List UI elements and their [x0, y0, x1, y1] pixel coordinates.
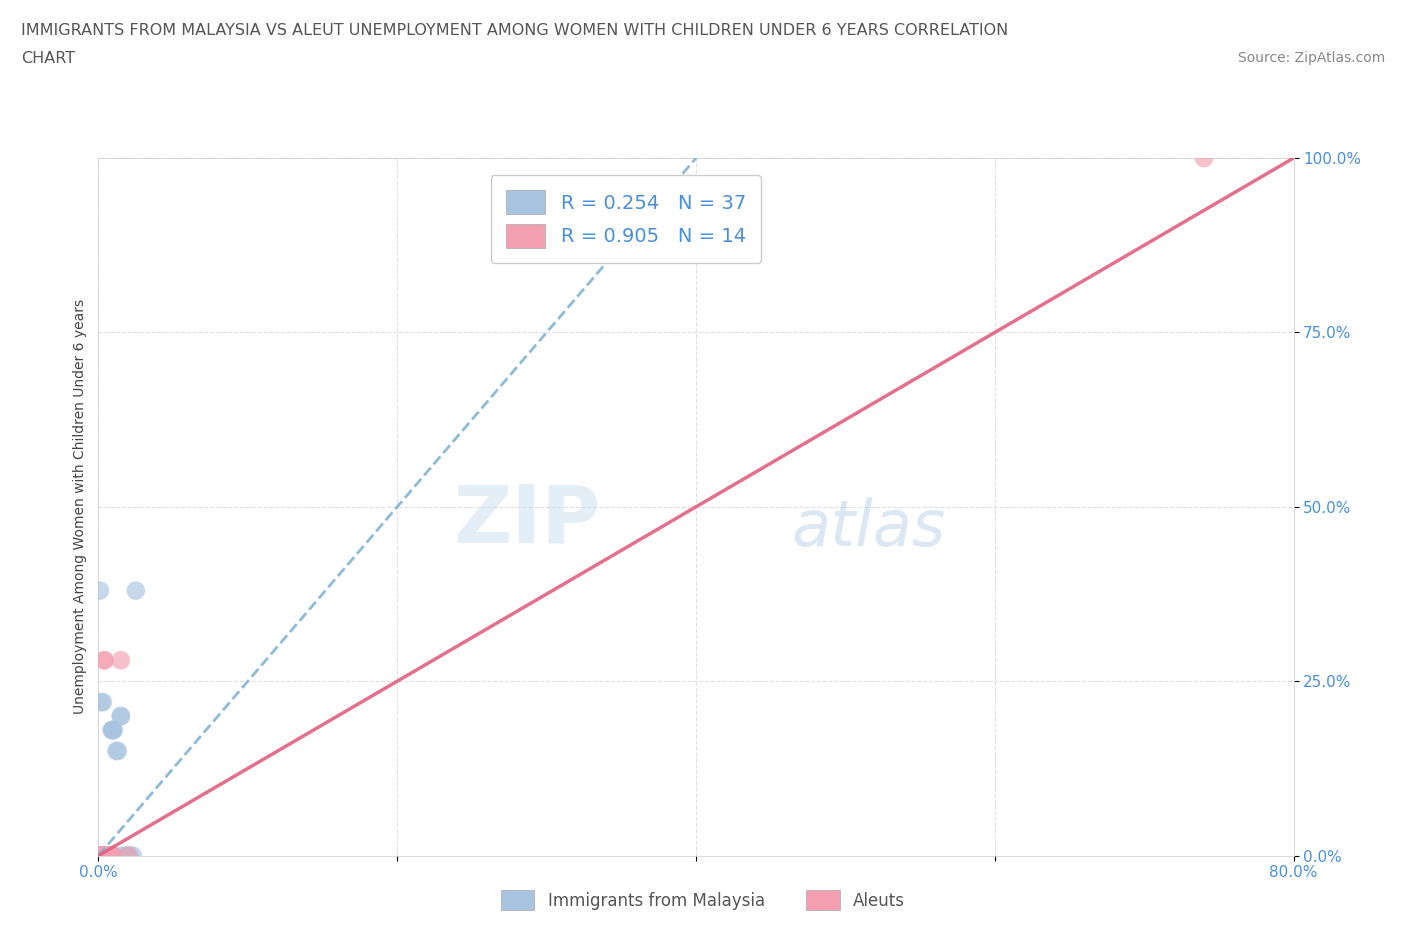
Point	[121, 848, 143, 863]
Point	[96, 848, 118, 863]
Legend: Immigrants from Malaysia, Aleuts: Immigrants from Malaysia, Aleuts	[495, 884, 911, 917]
Point	[98, 848, 122, 863]
Text: atlas: atlas	[792, 497, 946, 559]
Point	[110, 709, 132, 724]
Point	[118, 848, 141, 863]
Point	[89, 848, 111, 863]
Point	[103, 848, 125, 863]
Point	[103, 723, 125, 737]
Point	[89, 848, 111, 863]
Point	[111, 848, 134, 863]
Point	[110, 709, 132, 724]
Point	[98, 848, 122, 863]
Point	[97, 848, 120, 863]
Point	[117, 848, 139, 863]
Point	[94, 848, 117, 863]
Point	[103, 848, 125, 863]
Point	[90, 848, 112, 863]
Text: CHART: CHART	[21, 51, 75, 66]
Point	[89, 848, 111, 863]
Point	[101, 723, 124, 737]
Point	[91, 695, 114, 710]
Point	[105, 744, 128, 759]
Point	[94, 848, 117, 863]
Y-axis label: Unemployment Among Women with Children Under 6 years: Unemployment Among Women with Children U…	[73, 299, 87, 714]
Point	[91, 848, 114, 863]
Point	[91, 848, 114, 863]
Text: ZIP: ZIP	[453, 482, 600, 560]
Point	[103, 723, 125, 737]
Point	[93, 848, 115, 863]
Point	[97, 848, 120, 863]
Point	[101, 723, 124, 737]
Point	[89, 583, 111, 598]
Point	[94, 848, 117, 863]
Text: Source: ZipAtlas.com: Source: ZipAtlas.com	[1237, 51, 1385, 65]
Point	[89, 848, 111, 863]
Point	[91, 848, 114, 863]
Point	[98, 848, 122, 863]
Point	[96, 848, 118, 863]
Point	[110, 653, 132, 668]
Point	[107, 744, 129, 759]
Point	[117, 848, 139, 863]
Point	[94, 848, 117, 863]
Point	[91, 848, 114, 863]
Text: IMMIGRANTS FROM MALAYSIA VS ALEUT UNEMPLOYMENT AMONG WOMEN WITH CHILDREN UNDER 6: IMMIGRANTS FROM MALAYSIA VS ALEUT UNEMPL…	[21, 23, 1008, 38]
Point	[90, 695, 112, 710]
Point	[125, 583, 148, 598]
Point	[1192, 151, 1215, 166]
Point	[93, 653, 115, 668]
Point	[89, 848, 111, 863]
Point	[97, 848, 120, 863]
Point	[90, 848, 112, 863]
Legend: R = 0.254   N = 37, R = 0.905   N = 14: R = 0.254 N = 37, R = 0.905 N = 14	[491, 175, 762, 263]
Point	[114, 848, 136, 863]
Point	[91, 848, 114, 863]
Point	[93, 848, 115, 863]
Point	[93, 653, 115, 668]
Point	[97, 848, 120, 863]
